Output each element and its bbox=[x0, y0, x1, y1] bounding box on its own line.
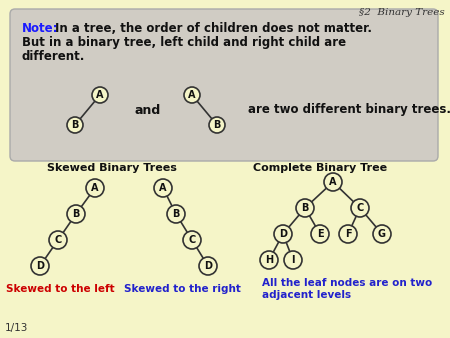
Circle shape bbox=[311, 225, 329, 243]
Circle shape bbox=[284, 251, 302, 269]
Text: A: A bbox=[329, 177, 337, 187]
Circle shape bbox=[67, 205, 85, 223]
Text: F: F bbox=[345, 229, 351, 239]
Text: are two different binary trees.: are two different binary trees. bbox=[248, 103, 450, 117]
Circle shape bbox=[86, 179, 104, 197]
Circle shape bbox=[324, 173, 342, 191]
Circle shape bbox=[92, 87, 108, 103]
Circle shape bbox=[199, 257, 217, 275]
Text: G: G bbox=[378, 229, 386, 239]
Text: Note:: Note: bbox=[22, 22, 58, 35]
Text: D: D bbox=[279, 229, 287, 239]
Circle shape bbox=[183, 231, 201, 249]
Text: All the leaf nodes are on two
adjacent levels: All the leaf nodes are on two adjacent l… bbox=[262, 278, 432, 299]
Text: D: D bbox=[36, 261, 44, 271]
Text: Skewed to the left: Skewed to the left bbox=[6, 284, 114, 294]
Text: C: C bbox=[189, 235, 196, 245]
Circle shape bbox=[351, 199, 369, 217]
FancyBboxPatch shape bbox=[10, 9, 438, 161]
Circle shape bbox=[260, 251, 278, 269]
Circle shape bbox=[373, 225, 391, 243]
Circle shape bbox=[184, 87, 200, 103]
Text: §2  Binary Trees: §2 Binary Trees bbox=[359, 8, 445, 17]
Text: A: A bbox=[96, 90, 104, 100]
Circle shape bbox=[209, 117, 225, 133]
Text: In a tree, the order of children does not matter.: In a tree, the order of children does no… bbox=[55, 22, 372, 35]
Circle shape bbox=[339, 225, 357, 243]
Text: 1/13: 1/13 bbox=[5, 323, 28, 333]
Text: D: D bbox=[204, 261, 212, 271]
Text: B: B bbox=[172, 209, 180, 219]
Text: different.: different. bbox=[22, 50, 86, 63]
Text: Complete Binary Tree: Complete Binary Tree bbox=[253, 163, 387, 173]
Circle shape bbox=[167, 205, 185, 223]
Text: and: and bbox=[135, 103, 161, 117]
Circle shape bbox=[49, 231, 67, 249]
Circle shape bbox=[31, 257, 49, 275]
Text: Skewed Binary Trees: Skewed Binary Trees bbox=[47, 163, 177, 173]
Text: H: H bbox=[265, 255, 273, 265]
Text: But in a binary tree, left child and right child are: But in a binary tree, left child and rig… bbox=[22, 36, 346, 49]
Text: B: B bbox=[302, 203, 309, 213]
Text: B: B bbox=[213, 120, 220, 130]
Circle shape bbox=[67, 117, 83, 133]
Text: A: A bbox=[91, 183, 99, 193]
Circle shape bbox=[274, 225, 292, 243]
Circle shape bbox=[296, 199, 314, 217]
Text: B: B bbox=[72, 209, 80, 219]
Text: A: A bbox=[159, 183, 167, 193]
Text: B: B bbox=[71, 120, 79, 130]
Circle shape bbox=[154, 179, 172, 197]
Text: C: C bbox=[54, 235, 62, 245]
Text: E: E bbox=[317, 229, 323, 239]
Text: C: C bbox=[356, 203, 364, 213]
Text: I: I bbox=[291, 255, 295, 265]
Text: A: A bbox=[188, 90, 196, 100]
Text: Skewed to the right: Skewed to the right bbox=[124, 284, 240, 294]
